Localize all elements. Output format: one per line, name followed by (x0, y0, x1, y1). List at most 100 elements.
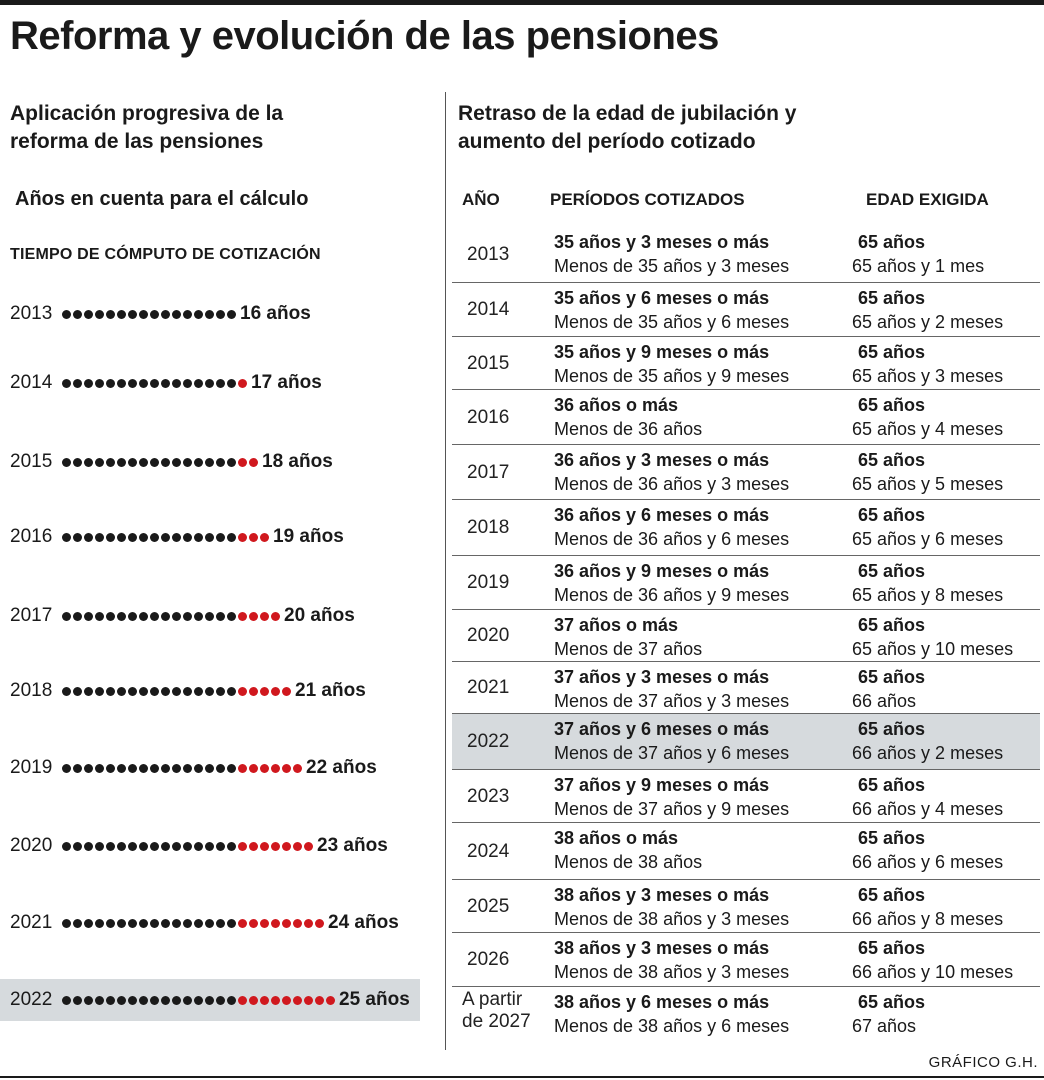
red-dot (293, 841, 302, 851)
period-below: Menos de 36 años (554, 419, 703, 439)
dot-row: 2019 22 años (0, 747, 420, 789)
age-standard: 65 años (858, 615, 926, 635)
period-minimum: 38 años y 6 meses o más (554, 992, 770, 1012)
row-year: 2021 (467, 677, 510, 698)
dot-row-year: 2022 (10, 989, 53, 1010)
black-dot (73, 841, 82, 851)
red-dot (271, 841, 280, 851)
black-dot (150, 918, 159, 928)
black-dot (150, 309, 159, 319)
black-dot (139, 532, 148, 542)
dot-row: 2015 18 años (0, 441, 420, 483)
left-subtitle-line-1: Aplicación progresiva de la (10, 102, 284, 125)
black-dot (216, 378, 225, 388)
table-row: 2022 37 años y 6 meses o más Menos de 37 a… (452, 714, 1040, 770)
black-dot (128, 457, 137, 467)
black-dot (128, 611, 137, 621)
black-dot (172, 995, 181, 1005)
table-row: 2017 36 años y 3 meses o más Menos de 36 a… (452, 445, 1040, 500)
top-rule (0, 0, 1044, 5)
row-year: 2023 (467, 785, 510, 807)
period-below: Menos de 35 años y 6 meses (554, 312, 790, 332)
black-dot (216, 686, 225, 696)
black-dot (205, 532, 214, 542)
black-dot (216, 918, 225, 928)
black-dot (106, 918, 115, 928)
period-minimum: 38 años o más (554, 828, 679, 848)
red-dot (238, 611, 247, 621)
black-dot (128, 378, 137, 388)
black-dot (117, 309, 126, 319)
black-dot (194, 457, 203, 467)
black-dot (84, 841, 93, 851)
row-periods: 38 años y 3 meses o más Menos de 38 años … (554, 936, 789, 984)
period-minimum: 36 años y 9 meses o más (554, 561, 770, 581)
black-dot (95, 309, 104, 319)
age-required: 65 años y 2 meses (852, 312, 1004, 332)
black-dot (139, 378, 148, 388)
black-dot (84, 532, 93, 542)
black-dot (172, 309, 181, 319)
black-dot (62, 995, 71, 1005)
black-dot (62, 532, 71, 542)
period-below: Menos de 38 años y 6 meses (554, 1016, 790, 1036)
black-dot (128, 918, 137, 928)
black-dot (150, 532, 159, 542)
dot-sequence (62, 763, 302, 773)
dot-sequence (62, 378, 247, 388)
black-dot (150, 841, 159, 851)
black-dot (227, 763, 236, 773)
left-subtitle-line-2: reforma de las pensiones (10, 130, 264, 153)
red-dot (238, 686, 247, 696)
row-periods: 36 años y 9 meses o más Menos de 36 años … (554, 559, 789, 607)
red-dot (249, 841, 258, 851)
red-dot (238, 841, 247, 851)
row-year: 2025 (467, 895, 510, 917)
black-dot (128, 841, 137, 851)
red-dot (271, 995, 280, 1005)
dot-row: 2016 19 años (0, 516, 420, 558)
header-age: EDAD EXIGIDA (866, 190, 989, 209)
table-row: 2021 37 años y 3 meses o más Menos de 37 a… (452, 662, 1040, 714)
red-dot (260, 686, 269, 696)
dot-row-label: 17 años (251, 372, 322, 393)
red-dot (260, 995, 269, 1005)
period-below: Menos de 35 años y 3 meses (554, 256, 790, 276)
black-dot (117, 841, 126, 851)
dot-row: 2020 23 años (0, 825, 420, 867)
dot-row-label: 24 años (328, 912, 399, 933)
black-dot (205, 841, 214, 851)
age-required: 66 años y 2 meses (852, 743, 1004, 763)
black-dot (172, 457, 181, 467)
age-standard: 65 años (858, 828, 926, 848)
black-dot (227, 378, 236, 388)
bottom-rule (0, 1076, 1044, 1078)
age-standard: 65 años (858, 288, 926, 308)
row-age: 65 años 65 años y 5 meses (852, 448, 1003, 496)
row-periods: 38 años o más Menos de 38 años (554, 826, 702, 874)
period-below: Menos de 38 años (554, 852, 703, 872)
black-dot (95, 532, 104, 542)
dot-row: 2021 24 años (0, 902, 420, 944)
black-dot (216, 532, 225, 542)
black-dot (73, 532, 82, 542)
row-periods: 37 años o más Menos de 37 años (554, 613, 702, 661)
table-row: 2019 36 años y 9 meses o más Menos de 36 a… (452, 556, 1040, 610)
dot-sequence (62, 532, 269, 542)
table-row: 2020 37 años o más Menos de 37 años 65 años… (452, 610, 1040, 662)
black-dot (161, 378, 170, 388)
black-dot (227, 995, 236, 1005)
table-row: 2023 37 años y 9 meses o más Menos de 37 a… (452, 770, 1040, 823)
dot-row-year: 2014 (10, 372, 53, 393)
dot-sequence (62, 841, 313, 851)
black-dot (139, 611, 148, 621)
period-minimum: 37 años o más (554, 615, 679, 635)
left-caption: TIEMPO DE CÓMPUTO DE COTIZACIÓN (10, 246, 321, 263)
black-dot (205, 763, 214, 773)
red-dot (260, 763, 269, 773)
black-dot (62, 841, 71, 851)
red-dot (249, 918, 258, 928)
row-periods: 36 años o más Menos de 36 años (554, 393, 702, 441)
black-dot (73, 378, 82, 388)
row-age: 65 años 66 años y 2 meses (852, 717, 1003, 765)
